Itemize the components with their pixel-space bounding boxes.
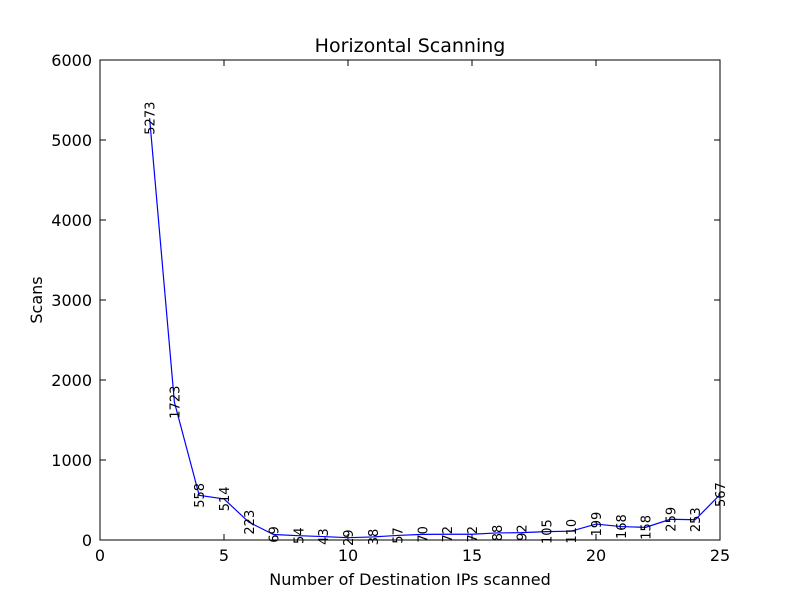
data-label: 223 xyxy=(243,510,258,535)
y-tick-label: 1000 xyxy=(51,451,92,470)
y-tick-label: 2000 xyxy=(51,371,92,390)
y-tick-label: 5000 xyxy=(51,131,92,150)
data-label: 57 xyxy=(392,527,407,544)
data-label: 110 xyxy=(565,519,580,544)
data-label: 199 xyxy=(590,512,605,537)
x-axis-title: Number of Destination IPs scanned xyxy=(269,570,551,589)
data-label: 5273 xyxy=(144,102,159,135)
chart-title: Horizontal Scanning xyxy=(315,35,506,57)
data-label: 253 xyxy=(689,507,704,532)
y-tick-label: 3000 xyxy=(51,291,92,310)
x-tick-label: 5 xyxy=(219,546,229,565)
data-label: 259 xyxy=(664,507,679,532)
data-label: 88 xyxy=(491,525,506,542)
x-tick-label: 15 xyxy=(462,546,482,565)
plot-frame xyxy=(99,59,721,541)
data-label: 72 xyxy=(466,526,481,543)
data-label: 69 xyxy=(268,526,283,543)
data-label: 514 xyxy=(218,486,233,511)
data-label: 92 xyxy=(516,524,531,541)
data-label: 168 xyxy=(615,514,630,539)
x-tick-label: 0 xyxy=(95,546,105,565)
y-axis-title: Scans xyxy=(27,276,46,323)
data-labels: 5273 1723 558 514 223 69 54 43 29 38 57 70 72 72 88 92 1… xyxy=(144,102,729,546)
data-label: 1723 xyxy=(168,386,183,419)
x-tick-label: 20 xyxy=(586,546,606,565)
axis-ticks: 0 5 10 15 20 25 0 1000 2000 3000 4000 5000 6000 xyxy=(51,51,730,565)
data-label: 43 xyxy=(317,528,332,545)
y-tick-label: 6000 xyxy=(51,51,92,70)
plot-area: 0 5 10 15 20 25 0 1000 2000 3000 4000 5000 6000 5273… xyxy=(51,51,730,565)
data-label: 105 xyxy=(540,519,555,544)
data-label: 558 xyxy=(193,483,208,508)
data-label: 70 xyxy=(416,526,431,543)
data-label: 567 xyxy=(714,482,729,507)
x-tick-label: 10 xyxy=(338,546,358,565)
x-tick-label: 25 xyxy=(710,546,730,565)
y-tick-label: 0 xyxy=(82,531,92,550)
data-label: 72 xyxy=(441,526,456,543)
y-tick-label: 4000 xyxy=(51,211,92,230)
data-label: 54 xyxy=(292,527,307,544)
data-label: 29 xyxy=(342,529,357,546)
data-label: 158 xyxy=(640,515,655,540)
data-label: 38 xyxy=(367,529,382,546)
series-line xyxy=(149,118,721,539)
